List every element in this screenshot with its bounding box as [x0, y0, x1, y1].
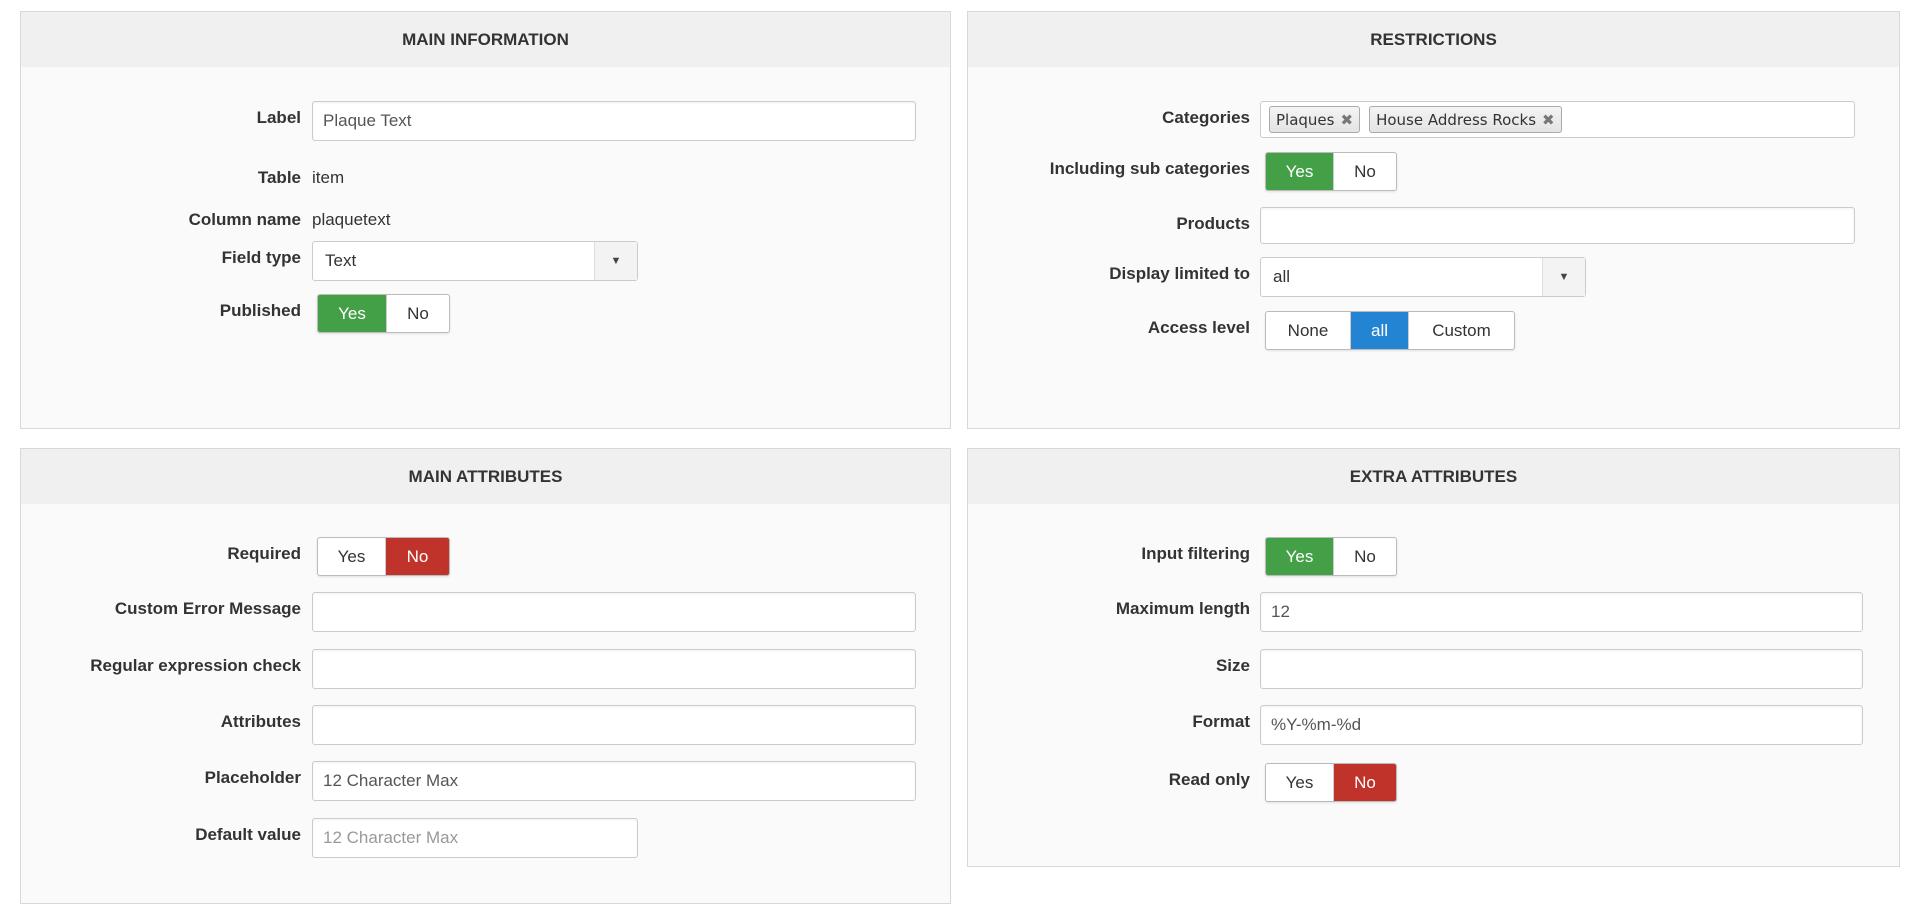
display-limited-select[interactable]: all ▼ [1260, 257, 1586, 297]
input-filtering-row: Input filtering Yes No [968, 537, 1899, 579]
field-label: Display limited to [1109, 264, 1250, 283]
categories-multiselect[interactable]: Plaques ✖ House Address Rocks ✖ [1260, 101, 1855, 138]
published-row: Published Yes No [21, 294, 950, 336]
field-type-select[interactable]: Text ▼ [312, 241, 638, 281]
required-yes-button[interactable]: Yes [337, 546, 366, 566]
read-only-no-button[interactable]: No [1333, 764, 1396, 801]
field-label: Regular expression check [90, 656, 301, 675]
table-value: item [312, 168, 345, 187]
chip-label: House Address Rocks [1376, 110, 1537, 129]
required-toggle[interactable]: Yes No [317, 537, 450, 576]
field-label: Read only [1168, 770, 1250, 789]
field-label: Placeholder [204, 768, 301, 787]
placeholder-row: Placeholder 12 Character Max [21, 761, 950, 803]
default-value-row: Default value 12 Character Max [21, 818, 950, 860]
placeholder-input[interactable]: 12 Character Max [312, 761, 916, 801]
field-label: Table [257, 168, 301, 187]
custom-error-row: Custom Error Message [21, 592, 950, 634]
main-information-panel: MAIN INFORMATION Label Plaque Text Table… [20, 11, 951, 429]
panel-title: RESTRICTIONS [968, 12, 1899, 67]
default-value-input[interactable]: 12 Character Max [312, 818, 638, 858]
field-label: Including sub categories [1049, 159, 1250, 178]
restrictions-panel: RESTRICTIONS Categories Plaques ✖ House A… [967, 11, 1900, 429]
read-only-row: Read only Yes No [968, 763, 1899, 805]
including-sub-no-button[interactable]: No [1333, 153, 1396, 190]
products-row: Products [968, 207, 1899, 249]
panel-title: MAIN INFORMATION [21, 12, 950, 67]
max-length-row: Maximum length 12 [968, 592, 1899, 634]
category-chip: House Address Rocks ✖ [1369, 106, 1562, 133]
table-row: Table item [21, 161, 950, 203]
input-filtering-yes-button[interactable]: Yes [1266, 538, 1333, 575]
field-label: Published [219, 301, 301, 320]
custom-error-input[interactable] [312, 592, 916, 632]
published-no-button[interactable]: No [386, 295, 449, 332]
input-filtering-no-button[interactable]: No [1333, 538, 1396, 575]
field-label: Maximum length [1115, 599, 1250, 618]
field-label: Access level [1147, 318, 1250, 337]
regex-input[interactable] [312, 649, 916, 689]
column-name-value: plaquetext [312, 210, 391, 229]
size-row: Size [968, 649, 1899, 691]
label-input[interactable]: Plaque Text [312, 101, 916, 141]
format-input[interactable]: %Y-%m-%d [1260, 705, 1863, 745]
input-filtering-toggle[interactable]: Yes No [1265, 537, 1397, 576]
field-label: Custom Error Message [114, 599, 301, 618]
field-label: Field type [221, 248, 301, 267]
field-type-row: Field type Text ▼ [21, 241, 950, 283]
caret-down-icon[interactable]: ▼ [1542, 258, 1585, 296]
remove-chip-icon[interactable]: ✖ [1340, 110, 1354, 129]
regex-row: Regular expression check [21, 649, 950, 691]
field-label: Attributes [220, 712, 301, 731]
field-label: Format [1192, 712, 1250, 731]
column-name-row: Column name plaquetext [21, 203, 950, 245]
attributes-row: Attributes [21, 705, 950, 747]
field-label: Products [1176, 214, 1250, 233]
read-only-toggle[interactable]: Yes No [1265, 763, 1397, 802]
label-row: Label Plaque Text [21, 101, 950, 143]
including-sub-toggle[interactable]: Yes No [1265, 152, 1397, 191]
chip-label: Plaques [1276, 110, 1335, 129]
field-type-value: Text [325, 251, 357, 270]
extra-attributes-panel: EXTRA ATTRIBUTES Input filtering Yes No … [967, 448, 1900, 867]
categories-row: Categories Plaques ✖ House Address Rocks ✖ [968, 101, 1899, 143]
category-chip: Plaques ✖ [1269, 106, 1361, 133]
field-label: Label [256, 108, 301, 127]
published-yes-button[interactable]: Yes [318, 295, 386, 332]
caret-down-icon[interactable]: ▼ [594, 242, 637, 280]
field-label: Column name [188, 210, 301, 229]
field-label: Size [1215, 656, 1250, 675]
including-sub-row: Including sub categories Yes No [968, 152, 1899, 194]
including-sub-yes-button[interactable]: Yes [1266, 153, 1333, 190]
access-level-toggle[interactable]: None all Custom [1265, 311, 1515, 350]
access-custom-button[interactable]: Custom [1408, 312, 1514, 349]
required-row: Required Yes No [21, 537, 950, 579]
products-input[interactable] [1260, 207, 1855, 244]
field-label: Required [227, 544, 301, 563]
panel-title: EXTRA ATTRIBUTES [968, 449, 1899, 504]
field-label: Categories [1162, 108, 1250, 127]
max-length-input[interactable]: 12 [1260, 592, 1863, 632]
display-limited-row: Display limited to all ▼ [968, 257, 1899, 299]
panel-title: MAIN ATTRIBUTES [21, 449, 950, 504]
access-level-row: Access level None all Custom [968, 311, 1899, 353]
access-none-button[interactable]: None [1287, 320, 1329, 340]
field-label: Input filtering [1141, 544, 1250, 563]
access-all-button[interactable]: all [1350, 312, 1408, 349]
display-limited-value: all [1273, 267, 1291, 286]
published-toggle[interactable]: Yes No [317, 294, 450, 333]
remove-chip-icon[interactable]: ✖ [1542, 110, 1555, 129]
required-no-button[interactable]: No [385, 538, 449, 575]
size-input[interactable] [1260, 649, 1863, 689]
field-label: Default value [195, 825, 301, 844]
format-row: Format %Y-%m-%d [968, 705, 1899, 747]
attributes-input[interactable] [312, 705, 916, 745]
main-attributes-panel: MAIN ATTRIBUTES Required Yes No Custom E… [20, 448, 951, 904]
read-only-yes-button[interactable]: Yes [1285, 772, 1314, 792]
